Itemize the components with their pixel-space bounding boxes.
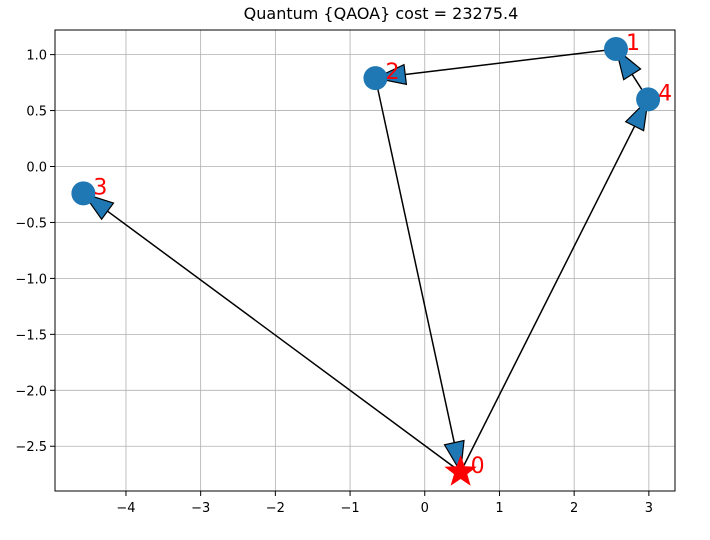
grid bbox=[55, 30, 675, 491]
ticks: −4 −3 −2 −1 0 1 2 3 −2.5 −2.0 −1.5 −1.0 −0.5 0.0 0.5 1.… bbox=[15, 49, 653, 516]
x-tick-label: 3 bbox=[645, 501, 653, 516]
route-edge-line bbox=[374, 77, 456, 443]
start-node-star bbox=[444, 455, 477, 486]
y-tick-label: −1.0 bbox=[15, 272, 47, 287]
y-tick-label: −1.5 bbox=[15, 328, 47, 343]
y-tick-label: 1.0 bbox=[26, 49, 47, 64]
x-tick-label: 0 bbox=[421, 501, 429, 516]
x-tick-label: −3 bbox=[191, 501, 210, 516]
y-tick-label: 0.5 bbox=[26, 105, 47, 120]
route-edge-line bbox=[405, 48, 617, 76]
node-labels: 0 1 2 3 4 bbox=[93, 31, 672, 479]
plot-frame bbox=[54, 29, 676, 492]
route-nodes bbox=[71, 37, 661, 486]
y-tick-label: −0.5 bbox=[15, 216, 47, 231]
route-node-point bbox=[603, 37, 628, 62]
y-tick-label: −2.5 bbox=[15, 440, 47, 455]
x-tick-label: −1 bbox=[340, 501, 359, 516]
y-tick-label: −2.0 bbox=[15, 384, 47, 399]
route-edge-line bbox=[107, 210, 462, 473]
x-tick-label: −2 bbox=[266, 501, 285, 516]
node-label: 2 bbox=[385, 60, 399, 85]
node-label: 4 bbox=[658, 81, 672, 106]
x-tick-label: 2 bbox=[570, 501, 578, 516]
axes bbox=[54, 29, 676, 492]
route-node-point bbox=[71, 181, 96, 206]
x-tick-label: 1 bbox=[495, 501, 503, 516]
route-edge-line bbox=[459, 125, 636, 473]
route-node-point bbox=[363, 66, 388, 91]
y-tick-label: 0.0 bbox=[26, 161, 47, 176]
node-label: 1 bbox=[626, 31, 640, 56]
node-label: 3 bbox=[93, 175, 107, 200]
node-label: 0 bbox=[471, 454, 485, 479]
chart-title: Quantum {QAOA} cost = 23275.4 bbox=[244, 4, 519, 23]
route-node-point bbox=[636, 87, 661, 112]
x-tick-label: −4 bbox=[116, 501, 135, 516]
